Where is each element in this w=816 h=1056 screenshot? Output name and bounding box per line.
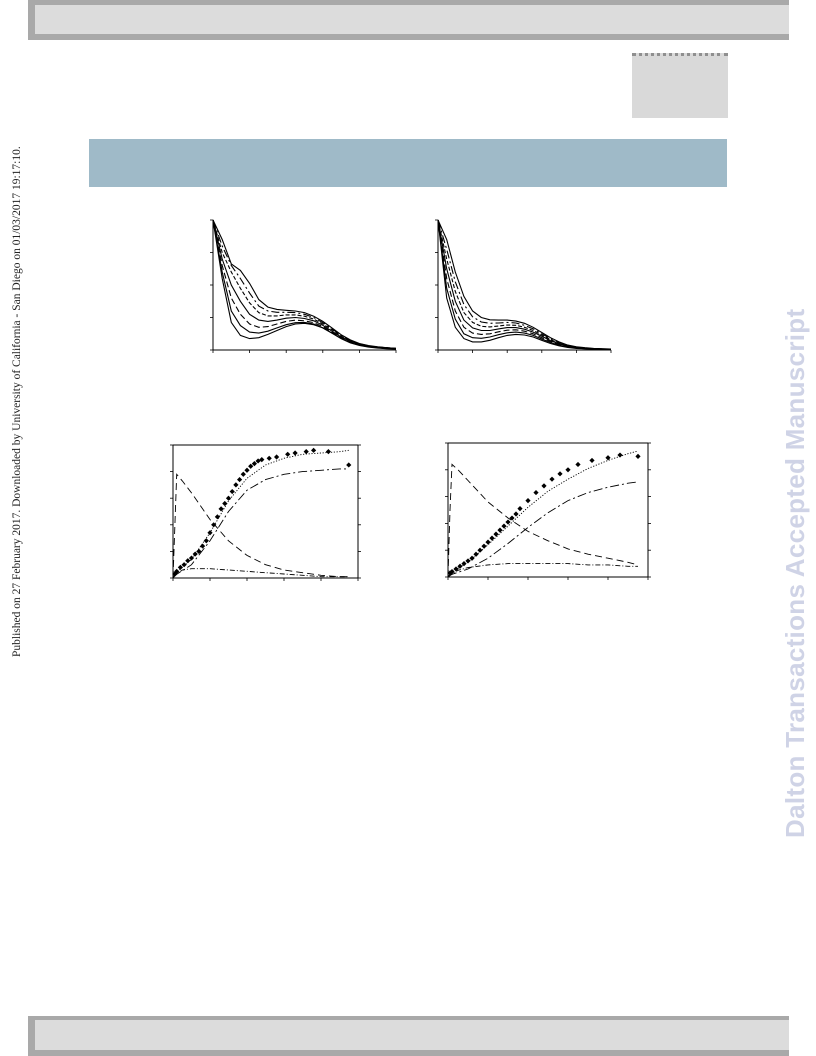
data-point <box>489 535 495 541</box>
data-point <box>513 511 519 517</box>
data-point <box>248 463 254 469</box>
data-point <box>211 522 217 528</box>
data-point <box>461 561 467 567</box>
series-line-1 <box>447 481 639 577</box>
data-point <box>457 563 463 569</box>
data-point <box>565 467 571 473</box>
series-line-5 <box>212 219 397 349</box>
data-point <box>589 457 595 464</box>
series-line-3 <box>437 219 612 350</box>
page-header-bar <box>28 0 789 40</box>
data-point <box>549 476 555 482</box>
data-point <box>605 455 611 461</box>
data-point <box>233 482 239 488</box>
data-point <box>222 500 228 507</box>
data-point <box>225 495 232 501</box>
data-point <box>240 471 246 477</box>
data-point <box>575 461 581 468</box>
data-point <box>203 538 209 544</box>
article-banner <box>89 139 727 187</box>
data-point <box>493 531 499 537</box>
data-point <box>177 564 183 570</box>
data-point <box>325 449 331 455</box>
data-point <box>449 569 455 575</box>
page-header-bar-inner <box>35 5 789 34</box>
data-point <box>244 467 250 473</box>
data-point <box>292 450 298 456</box>
data-point <box>192 551 198 557</box>
plot-area <box>170 444 361 581</box>
data-point <box>485 539 491 545</box>
series-line-1 <box>212 219 397 350</box>
series-line-6 <box>437 219 612 350</box>
page-footer-bar <box>28 1016 789 1056</box>
publication-sidebar-text: Published on 27 February 2017. Downloade… <box>11 146 23 657</box>
data-point <box>259 457 265 463</box>
plot-area <box>210 219 397 353</box>
plot-area <box>445 442 651 580</box>
data-point <box>501 523 507 529</box>
series-line-0 <box>172 449 349 576</box>
series-line-0 <box>447 450 639 575</box>
data-point <box>303 449 309 455</box>
data-point <box>557 471 563 477</box>
data-point <box>481 543 487 549</box>
series-line-0 <box>212 219 397 350</box>
data-point <box>266 455 272 461</box>
series-line-2 <box>212 219 397 350</box>
data-point <box>533 489 539 496</box>
data-point <box>229 488 235 495</box>
data-point <box>635 453 641 459</box>
data-point <box>505 519 511 525</box>
data-point <box>285 451 291 457</box>
plot-area <box>435 219 612 353</box>
series-line-3 <box>212 219 397 349</box>
data-point <box>541 483 547 489</box>
series-line-2 <box>447 463 639 578</box>
data-point <box>517 506 523 512</box>
kinetics-plot-right <box>445 442 651 580</box>
series-line-2 <box>172 473 349 579</box>
data-point <box>477 547 483 553</box>
data-point <box>617 452 623 458</box>
page-footer-bar-inner <box>35 1020 789 1050</box>
spectra-plot-left <box>210 219 397 353</box>
series-line-1 <box>172 468 349 578</box>
data-point <box>453 566 459 572</box>
series-line-3 <box>172 568 349 579</box>
data-point <box>207 530 213 536</box>
data-point <box>473 551 479 557</box>
data-point <box>200 543 206 549</box>
data-point <box>497 527 503 533</box>
data-point <box>465 558 471 564</box>
series-line-4 <box>212 219 397 349</box>
series-line-6 <box>212 219 397 349</box>
data-point <box>311 447 317 453</box>
accepted-manuscript-watermark: Dalton Transactions Accepted Manuscript <box>780 308 810 838</box>
series-line-2 <box>437 219 612 350</box>
data-point <box>237 476 243 483</box>
data-point <box>214 514 220 520</box>
data-point <box>251 461 257 467</box>
data-point <box>469 555 475 561</box>
spectra-plot-right <box>435 219 612 353</box>
data-point <box>525 498 531 504</box>
kinetics-plot-left <box>170 444 361 581</box>
data-point <box>218 506 224 512</box>
data-point <box>185 558 191 564</box>
data-point <box>274 454 280 460</box>
series-line-1 <box>437 219 611 350</box>
data-point <box>346 462 352 468</box>
series-line-0 <box>437 219 611 350</box>
series-line-3 <box>447 563 638 578</box>
journal-thumbnail <box>632 53 728 118</box>
data-point <box>181 562 187 568</box>
